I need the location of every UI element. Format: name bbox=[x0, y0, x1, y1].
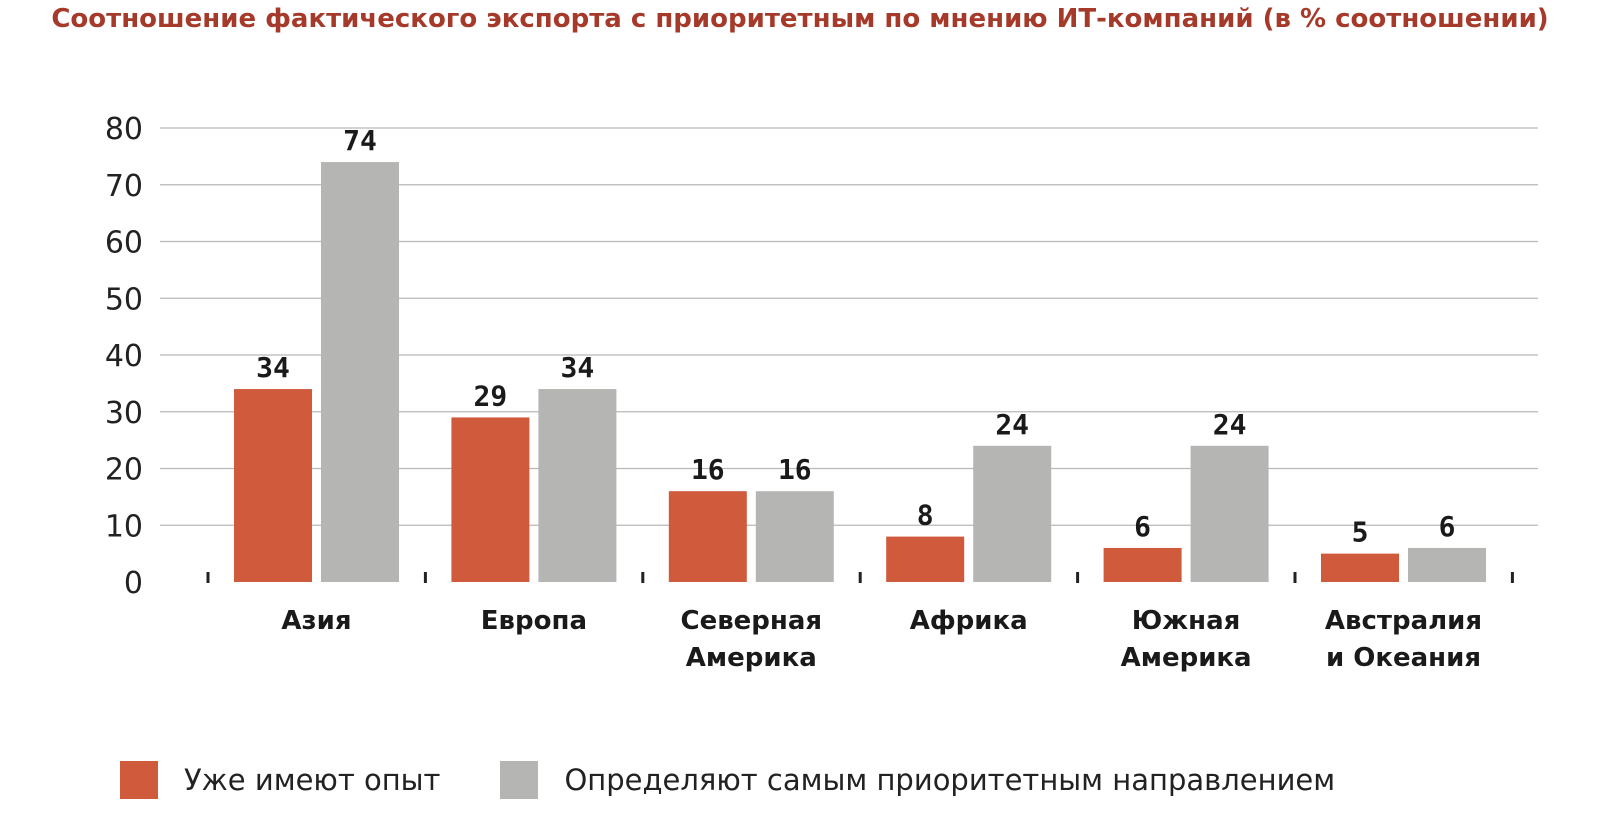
bar bbox=[755, 491, 834, 582]
y-tick-label: 10 bbox=[105, 509, 143, 544]
bar bbox=[234, 389, 312, 582]
category-label: Африка bbox=[910, 606, 1028, 636]
bar-value-label: 34 bbox=[561, 351, 595, 384]
bar bbox=[1190, 445, 1269, 582]
bar-value-label: 24 bbox=[1213, 408, 1247, 441]
category-label: Европа bbox=[481, 606, 587, 636]
category-label-line: Америка bbox=[1121, 643, 1252, 673]
bar bbox=[973, 445, 1052, 582]
bar-chart: 0 10 20 30 40 50 60 70 80 34 74 Азия 29 34 Европа 16 16 С… bbox=[105, 112, 1538, 673]
category-label-line: Австралия bbox=[1325, 606, 1482, 636]
legend-label-priority: Определяют самым приоритетным направлени… bbox=[564, 763, 1336, 797]
bar bbox=[1408, 547, 1486, 582]
category-label-line: Европа bbox=[481, 606, 587, 636]
category-label: Австралия и Океания bbox=[1325, 606, 1482, 673]
bar bbox=[538, 389, 617, 582]
y-tick-label: 80 bbox=[105, 112, 143, 147]
bar bbox=[1321, 553, 1399, 582]
category-label-line: Африка bbox=[910, 606, 1028, 636]
category-label-line: Америка bbox=[686, 643, 817, 673]
category-label: Северная Америка bbox=[680, 606, 822, 673]
legend-item-experience: Уже имеют опыт bbox=[120, 761, 440, 799]
y-tick-label: 30 bbox=[105, 396, 143, 431]
y-tick-label: 40 bbox=[105, 339, 143, 374]
category-label-line: Северная bbox=[680, 606, 822, 636]
bar-value-label: 6 bbox=[1439, 510, 1456, 543]
bar bbox=[321, 162, 399, 583]
bar bbox=[886, 536, 965, 582]
bar-value-label: 16 bbox=[691, 453, 725, 486]
bar-value-label: 24 bbox=[995, 408, 1029, 441]
bar-value-label: 29 bbox=[474, 379, 508, 412]
y-tick-label: 70 bbox=[105, 169, 143, 204]
y-tick-label: 0 bbox=[124, 566, 143, 601]
bar bbox=[1103, 547, 1182, 582]
category-label: Южная Америка bbox=[1121, 606, 1252, 673]
bar-value-label: 8 bbox=[917, 499, 934, 532]
category-label-line: Азия bbox=[281, 606, 351, 636]
bar-value-label: 16 bbox=[778, 453, 812, 486]
chart-title: Соотношение фактического экспорта с прио… bbox=[51, 4, 1549, 34]
category-label-line: Южная bbox=[1132, 606, 1241, 636]
legend-swatch-priority bbox=[500, 761, 539, 799]
bar bbox=[451, 417, 530, 582]
legend-swatch-experience bbox=[120, 761, 158, 799]
bar bbox=[668, 491, 747, 582]
category-label-line: и Океания bbox=[1326, 643, 1481, 673]
legend-item-priority: Определяют самым приоритетным направлени… bbox=[500, 761, 1335, 799]
category-label: Азия bbox=[281, 606, 351, 636]
bar-value-label: 5 bbox=[1352, 516, 1369, 549]
y-tick-label: 50 bbox=[105, 282, 143, 317]
bar-value-label: 6 bbox=[1134, 510, 1151, 543]
y-tick-label: 60 bbox=[105, 226, 143, 261]
legend-label-experience: Уже имеют опыт bbox=[184, 763, 441, 797]
legend: Уже имеют опыт Определяют самым приорите… bbox=[120, 760, 1395, 800]
bar-value-label: 74 bbox=[343, 124, 377, 157]
y-tick-label: 20 bbox=[105, 453, 143, 488]
bar-value-label: 34 bbox=[256, 351, 290, 384]
